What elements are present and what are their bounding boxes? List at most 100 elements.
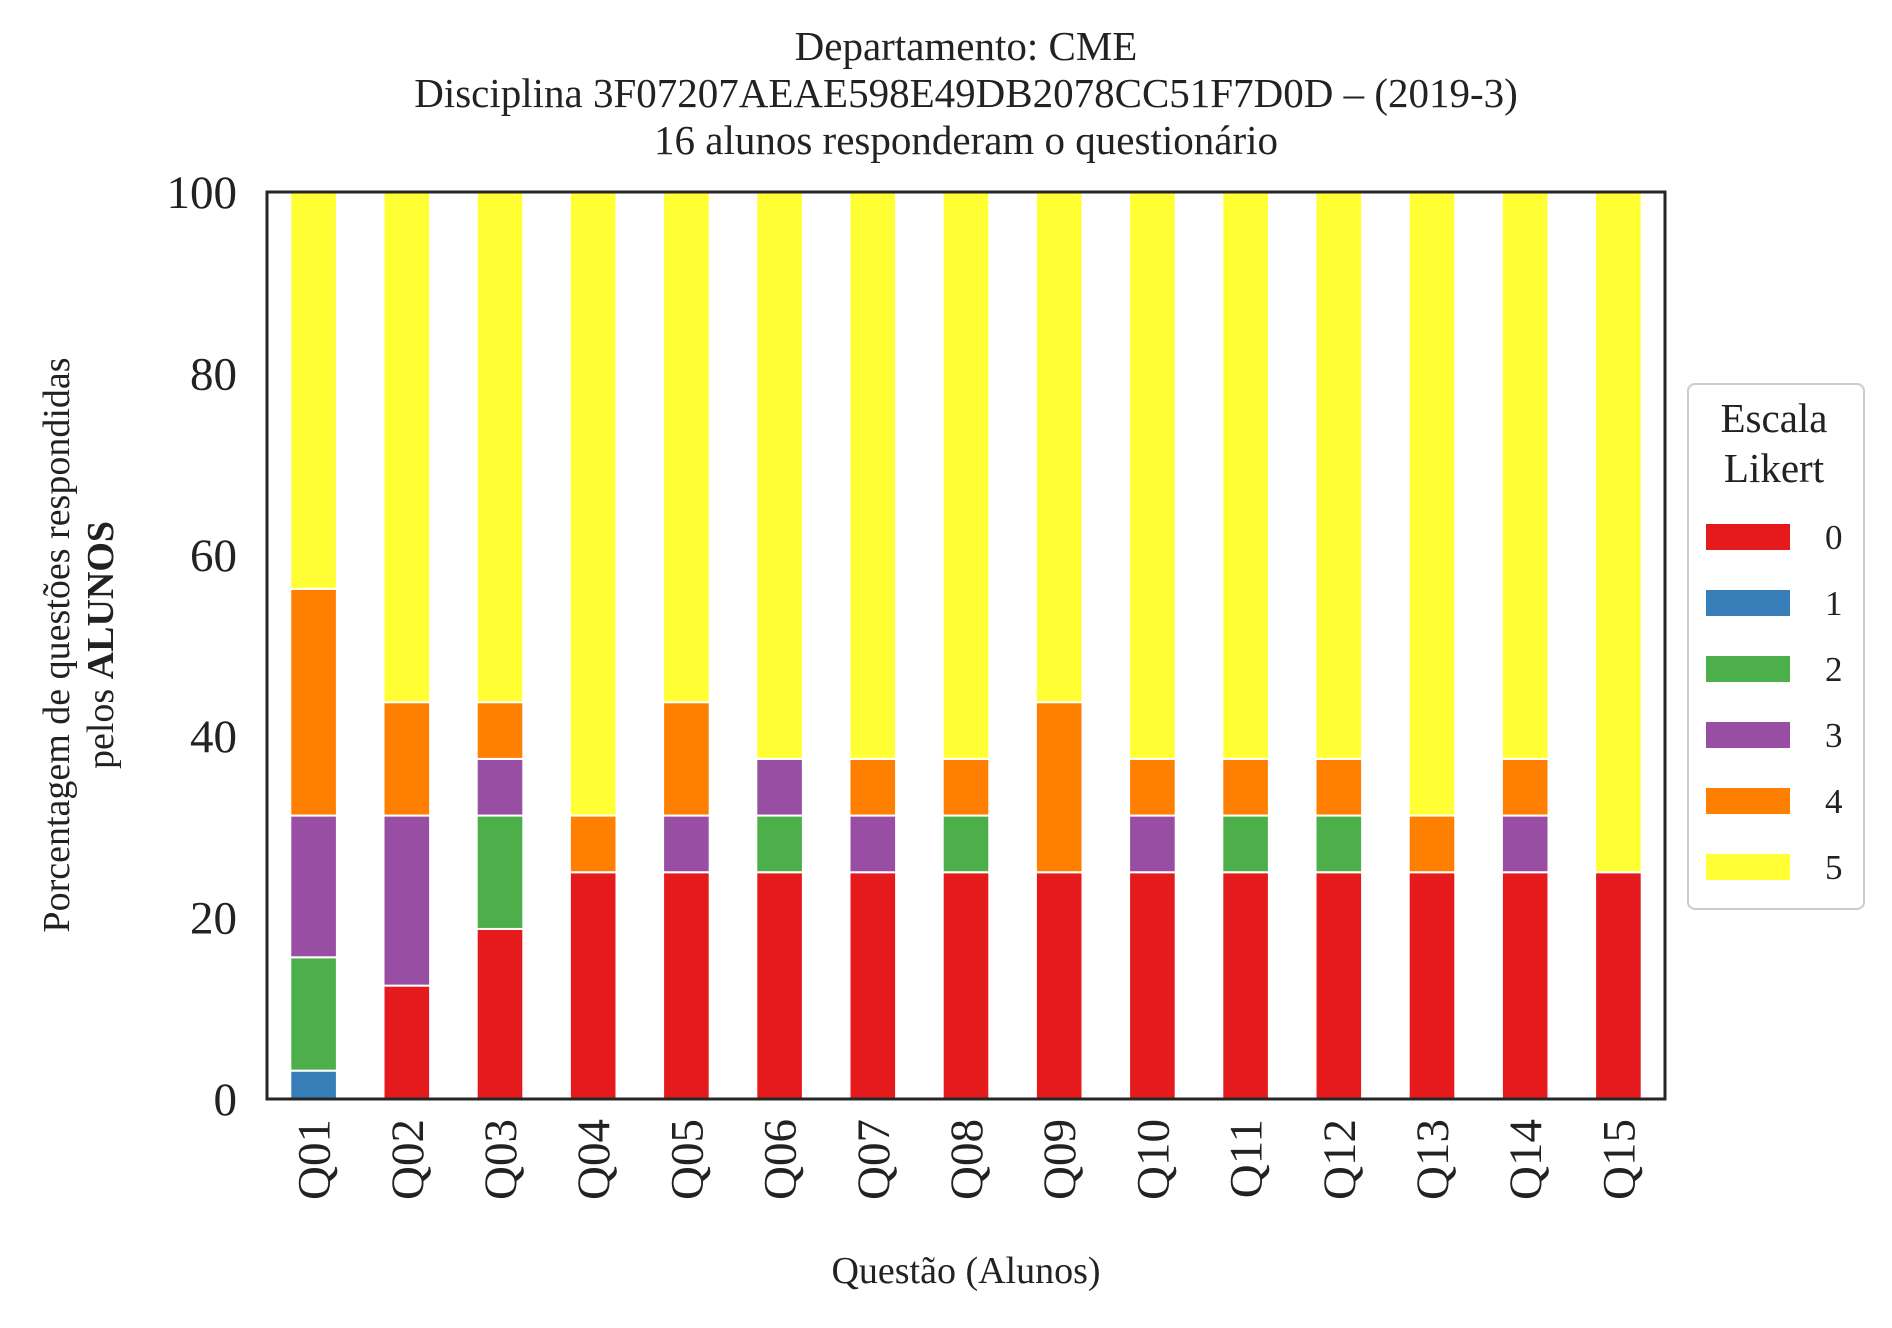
- bar-Q09-escala-4: [1034, 701, 1084, 874]
- y-axis-label-line1: Porcentagem de questões respondidas: [36, 357, 78, 932]
- x-tick-label-Q02: Q02: [382, 1119, 434, 1200]
- y-tick-label-60: 60: [190, 530, 237, 582]
- bar-Q03-escala-3: [475, 757, 525, 817]
- x-tick-label-Q15: Q15: [1593, 1119, 1645, 1200]
- bar-Q10-escala-4: [1128, 757, 1177, 817]
- legend-swatch-2: [1706, 656, 1790, 682]
- bar-Q03-escala-2: [475, 814, 525, 930]
- bar-Q02-escala-3: [382, 814, 432, 987]
- y-axis-label-line2: pelos ALUNOS: [80, 521, 122, 769]
- bar-Q07-escala-5: [848, 191, 898, 760]
- legend-swatch-1: [1706, 590, 1790, 616]
- legend-box: [1687, 383, 1865, 910]
- bar-Q02-escala-4: [382, 701, 432, 817]
- bars: [289, 191, 1643, 1100]
- bar-Q10-escala-3: [1128, 814, 1177, 874]
- bar-Q12-escala-2: [1314, 814, 1364, 874]
- legend-label-4: 4: [1825, 782, 1843, 821]
- bar-Q12-escala-5: [1314, 191, 1364, 760]
- bar-Q06-escala-3: [755, 757, 804, 817]
- y-axis-label-prefix: pelos: [80, 679, 122, 769]
- x-tick-label-Q04: Q04: [568, 1119, 620, 1200]
- bar-Q07-escala-0: [848, 871, 898, 1100]
- legend-swatch-3: [1706, 722, 1790, 748]
- x-axis-ticks: Q01 Q02 Q03 Q04 Q05 Q06 Q07 Q08 Q09 Q10 Q11 Q12 Q13 Q…: [289, 1119, 1646, 1200]
- bar-Q11-escala-5: [1221, 191, 1270, 760]
- legend-label-2: 2: [1825, 650, 1843, 689]
- bar-Q03-escala-5: [475, 191, 525, 704]
- bar-Q05-escala-0: [662, 871, 711, 1100]
- x-axis-label: Questão (Alunos): [831, 1250, 1100, 1292]
- legend-swatch-4: [1706, 788, 1790, 814]
- bar-Q01-escala-1: [289, 1069, 338, 1100]
- bar-Q02-escala-0: [382, 984, 432, 1100]
- bar-Q08-escala-2: [941, 814, 991, 874]
- legend-title-line-2: Likert: [1724, 445, 1825, 491]
- bar-Q14-escala-3: [1500, 814, 1550, 874]
- x-tick-label-Q05: Q05: [661, 1119, 713, 1200]
- y-tick-label-100: 100: [167, 167, 238, 219]
- x-tick-label-Q07: Q07: [848, 1119, 900, 1200]
- x-tick-label-Q09: Q09: [1034, 1119, 1086, 1200]
- x-tick-label-Q08: Q08: [941, 1119, 993, 1200]
- legend-swatch-0: [1706, 524, 1790, 550]
- bar-Q03-escala-4: [475, 701, 525, 760]
- bar-Q11-escala-0: [1221, 871, 1270, 1100]
- x-tick-label-Q14: Q14: [1500, 1119, 1552, 1200]
- bar-Q05-escala-5: [662, 191, 711, 704]
- bar-Q05-escala-3: [662, 814, 711, 874]
- bar-Q11-escala-2: [1221, 814, 1270, 874]
- y-tick-label-80: 80: [190, 348, 237, 400]
- x-tick-label-Q12: Q12: [1314, 1119, 1366, 1200]
- chart-title-line-1: Departamento: CME: [795, 23, 1138, 69]
- legend-swatch-5: [1706, 854, 1790, 880]
- bar-Q01-escala-4: [289, 587, 338, 817]
- chart-title-line-3: 16 alunos responderam o questionário: [654, 117, 1278, 163]
- bar-Q10-escala-0: [1128, 871, 1177, 1100]
- y-tick-label-40: 40: [190, 711, 237, 763]
- bar-Q06-escala-5: [755, 191, 804, 760]
- bar-Q02-escala-5: [382, 191, 432, 704]
- bar-Q12-escala-0: [1314, 871, 1364, 1100]
- bar-Q04-escala-5: [568, 191, 618, 817]
- bar-Q14-escala-4: [1500, 757, 1550, 817]
- bar-Q01-escala-2: [289, 956, 338, 1072]
- legend-label-1: 1: [1825, 584, 1843, 623]
- bar-Q13-escala-0: [1407, 871, 1457, 1100]
- x-tick-label-Q06: Q06: [755, 1119, 807, 1200]
- bar-Q12-escala-4: [1314, 757, 1364, 817]
- bar-Q09-escala-0: [1034, 871, 1084, 1100]
- bar-Q08-escala-0: [941, 871, 991, 1100]
- y-axis-label-bold: ALUNOS: [80, 521, 122, 679]
- bar-Q08-escala-5: [941, 191, 991, 760]
- bar-Q09-escala-5: [1034, 191, 1084, 704]
- bar-Q15-escala-5: [1594, 191, 1643, 874]
- bar-Q08-escala-4: [941, 757, 991, 817]
- bar-Q07-escala-4: [848, 757, 898, 817]
- plot-frame: [265, 190, 1667, 1101]
- x-tick-label-Q03: Q03: [475, 1119, 527, 1200]
- bar-Q04-escala-4: [568, 814, 618, 874]
- bar-Q03-escala-0: [475, 927, 525, 1100]
- y-axis-label: Porcentagem de questões respondidas pelo…: [36, 357, 122, 932]
- bar-Q13-escala-5: [1407, 191, 1457, 817]
- bar-Q13-escala-4: [1407, 814, 1457, 874]
- legend-label-5: 5: [1825, 848, 1843, 887]
- bar-Q14-escala-0: [1500, 871, 1550, 1100]
- y-tick-label-20: 20: [190, 893, 237, 945]
- legend-label-3: 3: [1825, 716, 1843, 755]
- legend-label-0: 0: [1825, 518, 1843, 557]
- y-tick-label-0: 0: [214, 1074, 238, 1126]
- bar-Q01-escala-5: [289, 191, 338, 590]
- y-axis-ticks: 0 20 40 60 80 100: [167, 167, 238, 1126]
- x-tick-label-Q10: Q10: [1127, 1119, 1179, 1200]
- bar-Q01-escala-3: [289, 814, 338, 959]
- bar-Q11-escala-4: [1221, 757, 1270, 817]
- bar-Q15-escala-0: [1594, 871, 1643, 1100]
- x-tick-label-Q01: Q01: [289, 1119, 341, 1200]
- bar-Q06-escala-0: [755, 871, 804, 1100]
